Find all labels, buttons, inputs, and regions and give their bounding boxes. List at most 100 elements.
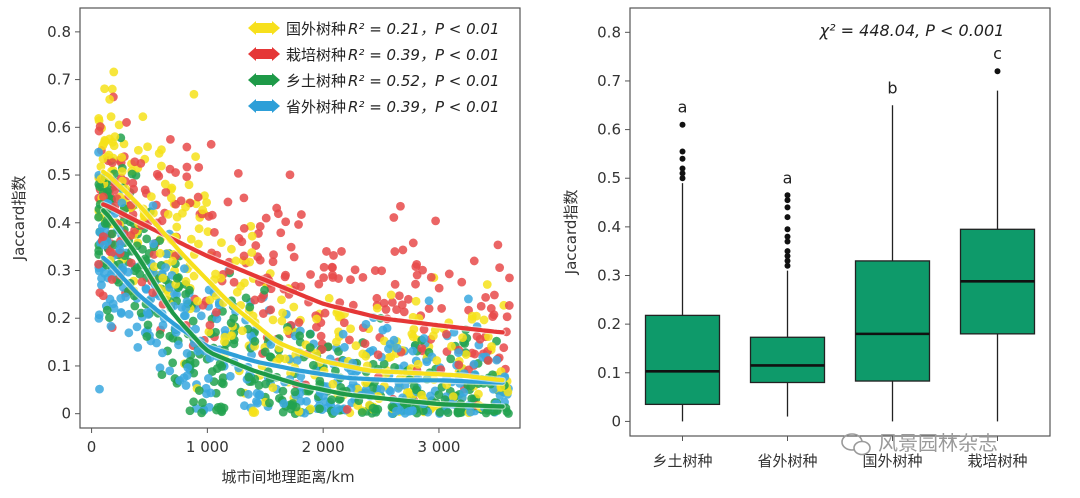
scatter-point — [160, 179, 170, 189]
scatter-point — [328, 263, 337, 273]
scatter-point — [446, 354, 456, 364]
scatter-point — [175, 376, 185, 385]
scatter-point — [419, 334, 429, 343]
scatter-point — [458, 333, 467, 342]
scatter-point — [441, 329, 451, 339]
scatter-point — [254, 380, 264, 390]
box-iqr — [854, 260, 931, 382]
scatter-point — [142, 332, 152, 341]
scatter-point — [443, 408, 453, 418]
scatter-point — [106, 112, 116, 122]
scatter-point — [232, 287, 242, 297]
scatter-point — [172, 222, 182, 232]
scatter-point — [194, 239, 203, 249]
scatter-point — [182, 297, 192, 307]
scatter-point — [156, 161, 166, 171]
scatter-point — [220, 326, 230, 335]
scatter-point — [255, 390, 265, 399]
scatter-point — [117, 167, 127, 176]
scatter-point — [329, 251, 338, 260]
scatter-point — [233, 169, 243, 178]
scatter-point — [114, 120, 124, 130]
scatter-point — [107, 158, 117, 168]
scatter-point — [97, 280, 106, 290]
scatter-point — [182, 172, 192, 182]
scatter-point — [392, 343, 402, 353]
scatter-point — [448, 392, 458, 402]
scatter-point — [419, 325, 429, 334]
scatter-point — [107, 229, 117, 239]
legend-swatch — [256, 49, 272, 59]
scatter-point — [155, 248, 165, 258]
legend-stat: R² = 0.52，P < 0.01 — [348, 72, 500, 90]
scatter-point — [339, 318, 349, 328]
scatter-point — [322, 247, 331, 256]
scatter-point — [105, 94, 115, 104]
boxplot-y-ticks: 0 0.1 0.2 0.3 0.4 0.5 0.6 0.7 0.8 — [597, 23, 630, 430]
outlier-point — [784, 214, 791, 221]
scatter-x-ticks: 0 1 000 2 000 3 000 — [87, 428, 460, 456]
scatter-point — [278, 386, 288, 396]
scatter-point — [386, 290, 396, 300]
x-tick-label: 国外树种 — [862, 452, 922, 470]
legend-swatch-arrow — [272, 47, 280, 61]
legend-entry: 省外树种 R² = 0.39，P < 0.01 — [248, 98, 500, 116]
scatter-point — [495, 263, 505, 272]
scatter-point — [239, 193, 249, 203]
scatter-point — [493, 240, 503, 250]
scatter-point — [431, 216, 441, 226]
scatter-point — [413, 359, 423, 369]
scatter-point — [348, 300, 358, 310]
scatter-point — [182, 162, 192, 172]
scatter-point — [351, 341, 361, 351]
scatter-point — [399, 307, 409, 317]
legend-entry: 栽培树种 R² = 0.39，P < 0.01 — [248, 46, 500, 64]
scatter-point — [475, 334, 485, 344]
scatter-point — [181, 202, 190, 212]
scatter-point — [179, 264, 189, 274]
scatter-point — [129, 184, 139, 194]
scatter-point — [346, 324, 356, 334]
scatter-point — [168, 256, 177, 266]
scatter-point — [132, 322, 142, 332]
scatter-point — [483, 356, 493, 365]
y-tick-label: 0 — [61, 405, 71, 423]
scatter-point — [106, 321, 116, 331]
scatter-point — [158, 273, 168, 283]
scatter-point — [109, 67, 119, 77]
scatter-point — [148, 201, 158, 211]
scatter-point — [244, 372, 254, 382]
y-tick-label: 0.3 — [47, 262, 71, 280]
scatter-point — [454, 360, 464, 370]
legend-swatch-arrow — [272, 73, 280, 87]
y-tick-label: 0.1 — [47, 357, 71, 375]
scatter-point — [227, 244, 236, 254]
scatter-point — [163, 210, 173, 219]
scatter-point — [188, 316, 198, 326]
scatter-point — [138, 112, 148, 122]
scatter-point — [328, 273, 338, 282]
scatter-point — [185, 406, 195, 416]
scatter-point — [176, 196, 186, 206]
scatter-point — [241, 293, 251, 303]
y-tick-label: 0.6 — [47, 118, 71, 136]
scatter-point — [204, 327, 214, 337]
scatter-point — [358, 349, 368, 359]
scatter-point — [286, 242, 296, 252]
y-tick-label: 0.2 — [47, 309, 71, 327]
scatter-point — [502, 407, 512, 417]
scatter-point — [98, 232, 108, 242]
scatter-point — [136, 158, 146, 168]
scatter-point — [424, 296, 434, 306]
scatter-point — [260, 285, 269, 295]
scatter-point — [398, 245, 408, 255]
y-tick-label: 0.5 — [597, 169, 621, 187]
scatter-point — [155, 330, 165, 339]
scatter-point — [251, 241, 261, 250]
significance-letter: c — [993, 44, 1002, 63]
scatter-point — [278, 308, 287, 318]
scatter-x-axis-title: 城市间地理距离/km — [221, 468, 354, 486]
scatter-point — [193, 346, 203, 356]
y-tick-label: 0.8 — [47, 23, 71, 41]
scatter-point — [161, 263, 170, 272]
